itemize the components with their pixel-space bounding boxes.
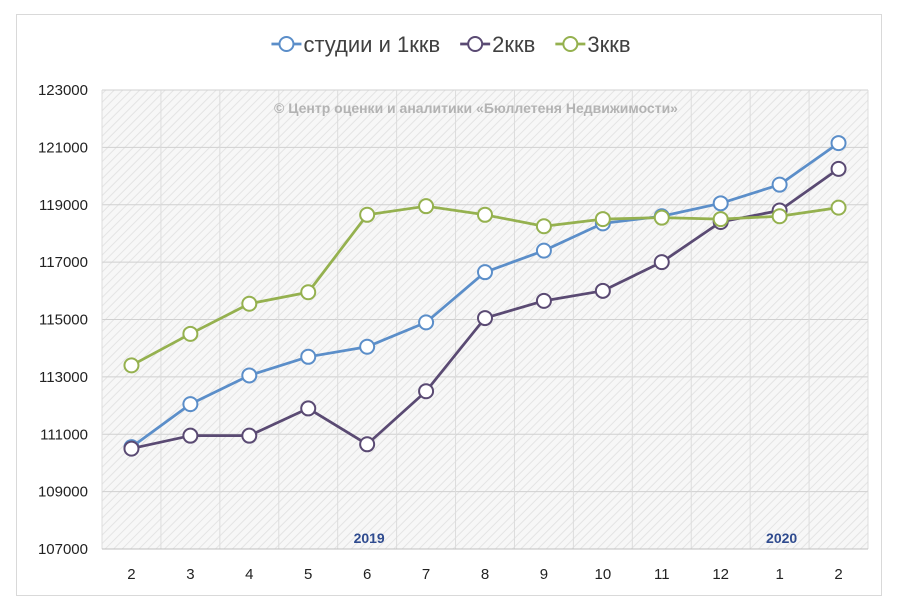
data-point: [830, 135, 847, 152]
data-point: [712, 195, 729, 212]
data-point: [300, 348, 317, 365]
data-point: [535, 218, 552, 235]
data-point: [712, 211, 729, 228]
data-point: [594, 211, 611, 228]
x-tick-label: 9: [540, 566, 548, 583]
y-tick-label: 113000: [39, 369, 88, 386]
x-tick-label: 8: [481, 566, 489, 583]
data-point: [123, 440, 140, 457]
x-tick-label: 4: [245, 566, 253, 583]
data-point: [653, 254, 670, 271]
x-tick-label: 6: [363, 566, 371, 583]
data-point: [359, 338, 376, 355]
legend-label: 3ккв: [587, 32, 630, 57]
x-tick-label: 5: [304, 566, 312, 583]
x-tick-label: 1: [775, 566, 783, 583]
y-tick-label: 123000: [38, 82, 88, 99]
data-point: [418, 314, 435, 331]
x-tick-label: 2: [834, 566, 842, 583]
data-point: [300, 400, 317, 417]
series-group: [123, 198, 847, 374]
data-point: [123, 357, 140, 374]
data-point: [477, 206, 493, 223]
legend-swatch-marker: [562, 36, 579, 52]
legend-item: студии и 1ккв: [271, 32, 440, 57]
y-tick-label: 107000: [38, 541, 88, 558]
year-marker-label: 2020: [766, 530, 797, 546]
x-tick-label: 10: [595, 566, 612, 583]
data-point: [771, 208, 788, 225]
y-tick-label: 119000: [39, 197, 88, 214]
x-tick-label: 11: [654, 566, 670, 583]
data-point: [477, 310, 493, 327]
data-point: [653, 209, 670, 226]
data-point: [535, 292, 552, 309]
legend-label: студии и 1ккв: [303, 32, 440, 57]
data-point: [477, 264, 493, 281]
legend-item: 3ккв: [555, 32, 631, 57]
data-point: [771, 176, 788, 193]
y-tick-label: 121000: [38, 139, 88, 156]
data-point: [241, 367, 258, 384]
y-tick-label: 111000: [40, 426, 88, 443]
legend-item: 2ккв: [460, 32, 535, 57]
data-point: [830, 160, 847, 177]
data-point: [241, 427, 258, 444]
data-point: [359, 206, 376, 223]
data-point: [182, 325, 199, 342]
data-point: [830, 199, 847, 216]
legend-swatch-marker: [278, 36, 295, 52]
data-point: [418, 383, 435, 400]
legend-swatch-marker: [467, 36, 484, 52]
data-point: [182, 396, 199, 413]
data-point: [594, 282, 611, 299]
year-marker-label: 2019: [354, 530, 385, 546]
x-tick-label: 12: [712, 566, 729, 583]
data-point: [241, 295, 258, 312]
y-tick-label: 117000: [39, 254, 88, 271]
data-point: [535, 242, 552, 259]
y-tick-label: 109000: [38, 484, 88, 501]
data-point: [300, 284, 317, 301]
data-point: [418, 198, 435, 215]
x-tick-label: 3: [186, 566, 194, 583]
y-tick-label: 115000: [39, 312, 88, 329]
x-tick-label: 2: [127, 566, 135, 583]
x-tick-label: 7: [422, 566, 430, 583]
data-point: [359, 436, 376, 453]
legend-label: 2ккв: [492, 32, 535, 57]
watermark-text: © Центр оценки и аналитики «Бюллетеня Не…: [274, 100, 678, 116]
data-point: [182, 427, 199, 444]
